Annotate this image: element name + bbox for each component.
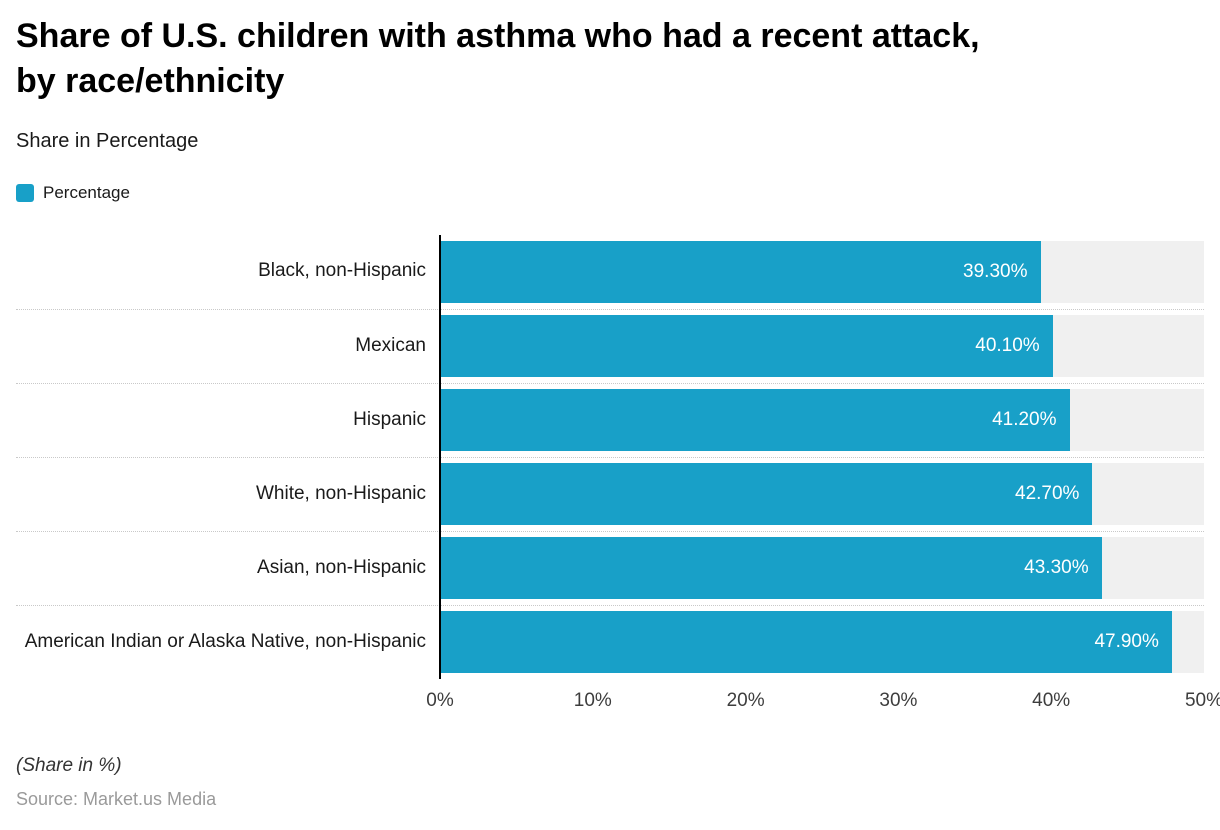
category-label: American Indian or Alaska Native, non-Hi… (24, 630, 426, 652)
category-label: Black, non-Hispanic (258, 260, 426, 282)
chart-subtitle: Share in Percentage (16, 129, 199, 152)
chart-row: American Indian or Alaska Native, non-Hi… (16, 604, 1204, 679)
bar-value-label: 43.30% (1024, 557, 1089, 579)
x-tick-label: 0% (426, 689, 454, 711)
bar-value-label: 42.70% (1015, 483, 1080, 505)
x-tick-label: 50% (1184, 689, 1220, 711)
bar-track: 39.30% (440, 240, 1204, 303)
bar-track: 42.70% (440, 463, 1204, 526)
source-text: Source: Market.us Media (16, 788, 217, 809)
chart-rows: Black, non-Hispanic 39.30% Mexican 40.10% Hi… (16, 234, 1204, 679)
bar-value-label: 39.30% (963, 260, 1028, 282)
x-tick-label: 40% (1032, 689, 1071, 711)
y-axis-line (439, 234, 441, 679)
bar[interactable]: 40.10% (440, 315, 1053, 378)
bar[interactable]: 42.70% (440, 463, 1093, 526)
chart-title: Share of U.S. children with asthma who h… (16, 17, 980, 100)
bar-value-label: 47.90% (1094, 631, 1159, 653)
bar[interactable]: 47.90% (440, 611, 1172, 674)
bar-value-label: 41.20% (992, 409, 1057, 431)
x-tick-label: 20% (726, 689, 765, 711)
legend-label: Percentage (43, 182, 130, 202)
x-tick-label: 30% (879, 689, 918, 711)
bar[interactable]: 39.30% (440, 240, 1041, 303)
legend-item[interactable]: Percentage (16, 183, 1204, 203)
chart-row: Hispanic 41.20% (16, 382, 1204, 457)
x-tick-label: 10% (573, 689, 612, 711)
bar[interactable]: 43.30% (440, 537, 1102, 600)
chart-row: White, non-Hispanic 42.70% (16, 456, 1204, 531)
bar-chart: Black, non-Hispanic 39.30% Mexican 40.10% Hi… (16, 234, 1220, 717)
category-label: Mexican (355, 334, 426, 356)
category-label: Asian, non-Hispanic (257, 556, 426, 578)
bar[interactable]: 41.20% (440, 389, 1070, 452)
category-label: Hispanic (353, 408, 426, 430)
x-axis: 0% 10% 20% 30% 40% 50% (426, 685, 1220, 717)
chart-row: Asian, non-Hispanic 43.30% (16, 530, 1204, 605)
bar-track: 40.10% (440, 315, 1204, 378)
bar-value-label: 40.10% (975, 335, 1040, 357)
chart-row: Mexican 40.10% (16, 308, 1204, 383)
bar-track: 47.90% (440, 611, 1204, 674)
chart-row: Black, non-Hispanic 39.30% (16, 235, 1204, 309)
category-label: White, non-Hispanic (255, 482, 426, 504)
legend-swatch-icon (16, 183, 34, 202)
bar-track: 41.20% (440, 389, 1204, 452)
bar-track: 43.30% (440, 537, 1204, 600)
share-unit-note: (Share in %) (16, 754, 122, 776)
